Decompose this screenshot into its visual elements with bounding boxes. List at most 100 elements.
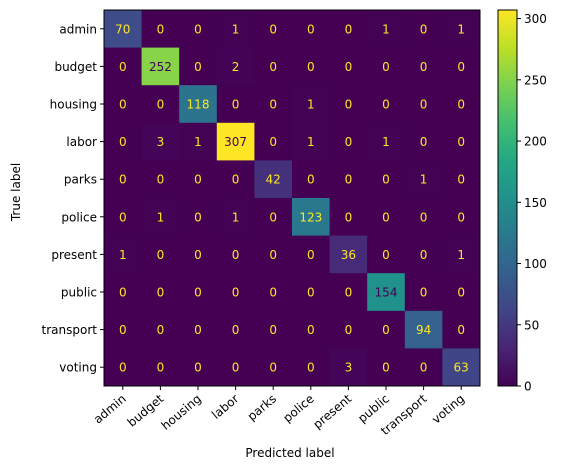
cell-value-label: 0 <box>269 22 277 36</box>
cell-value-label: 0 <box>382 210 390 224</box>
heatmap-cell <box>216 160 255 199</box>
cell-value-label: 0 <box>345 98 353 112</box>
heatmap-cell <box>179 348 218 387</box>
cell-value-label: 0 <box>157 361 165 375</box>
cell-value-label: 0 <box>420 286 428 300</box>
cell-value-label: 0 <box>307 173 315 187</box>
colorbar-axis: 0 50 100 150 200 250 300 <box>517 12 547 394</box>
cell-value-label: 0 <box>194 210 202 224</box>
heatmap-cell <box>292 122 330 161</box>
cell-value-label: 0 <box>345 210 353 224</box>
cell-value-label: 70 <box>115 22 130 36</box>
cell-value-label: 0 <box>119 135 127 149</box>
heatmap-cell <box>216 273 255 312</box>
colorbar-tick-label: 150 <box>524 196 547 210</box>
cell-value-label: 0 <box>345 22 353 36</box>
heatmap-cell <box>254 273 293 312</box>
cell-value-label: 0 <box>194 22 202 36</box>
heatmap-cell <box>216 122 255 161</box>
heatmap-cell <box>104 310 142 349</box>
heatmap-cell <box>141 122 180 161</box>
cell-value-label: 0 <box>194 173 202 187</box>
cell-value-label: 1 <box>457 22 465 36</box>
heatmap-cell <box>404 160 443 199</box>
heatmap-cell <box>216 10 255 48</box>
heatmap-cell <box>104 10 142 48</box>
cell-value-label: 0 <box>457 286 465 300</box>
heatmap-cell <box>141 160 180 199</box>
cell-value-label: 0 <box>269 210 277 224</box>
heatmap-cell <box>329 198 368 236</box>
heatmap-cell <box>254 47 293 86</box>
heatmap-cell <box>404 198 443 236</box>
cell-value-label: 0 <box>194 361 202 375</box>
x-tick-label: admin <box>91 392 129 427</box>
cell-value-label: 1 <box>232 22 240 36</box>
cell-value-label: 1 <box>119 248 127 262</box>
heatmap-cell <box>329 235 368 274</box>
heatmap-cell <box>104 85 142 124</box>
heatmap-cell <box>329 122 368 161</box>
y-tick-label: admin <box>59 22 97 36</box>
cell-value-label: 0 <box>420 22 428 36</box>
heatmap-cell <box>367 47 406 86</box>
cell-value-labels: 70 0 0 1 0 0 0 1 0 10 252 0 2 0 0 0 0 0 00 0 118 0 0 1 0 0 0 00 3 1 30… <box>115 22 469 374</box>
cell-value-label: 1 <box>457 248 465 262</box>
heatmap-cell <box>442 310 481 349</box>
cell-value-label: 0 <box>345 135 353 149</box>
cell-value-label: 0 <box>232 323 240 337</box>
heatmap-cell <box>442 198 481 236</box>
cell-value-label: 0 <box>157 286 165 300</box>
heatmap-cell <box>292 160 330 199</box>
cell-value-label: 0 <box>232 173 240 187</box>
heatmap-cell <box>179 85 218 124</box>
heatmap-cell <box>442 348 481 387</box>
heatmap-cell <box>329 160 368 199</box>
cell-value-label: 0 <box>382 361 390 375</box>
cell-value-label: 123 <box>299 210 322 224</box>
heatmap-cell <box>141 273 180 312</box>
heatmap-cell <box>104 348 142 387</box>
cell-value-label: 0 <box>157 173 165 187</box>
heatmap-cell <box>442 122 481 161</box>
heatmap-cell <box>141 235 180 274</box>
cell-value-label: 0 <box>307 286 315 300</box>
heatmap-cell <box>292 10 330 48</box>
cell-value-label: 0 <box>420 98 428 112</box>
x-tick-label: present <box>310 391 354 431</box>
heatmap-cell <box>179 10 218 48</box>
cell-value-label: 252 <box>149 60 172 74</box>
cell-value-label: 307 <box>224 135 247 149</box>
cell-value-label: 0 <box>382 323 390 337</box>
cell-value-label: 36 <box>341 248 356 262</box>
cell-value-label: 42 <box>266 173 281 187</box>
heatmap-cell <box>329 273 368 312</box>
cell-value-label: 0 <box>269 135 277 149</box>
cell-value-label: 0 <box>345 286 353 300</box>
heatmap-cell <box>442 235 481 274</box>
cell-value-label: 0 <box>157 248 165 262</box>
heatmap-cell <box>141 310 180 349</box>
x-tick-label: housing <box>159 392 204 433</box>
heatmap-cell <box>141 47 180 86</box>
cell-value-label: 0 <box>382 98 390 112</box>
cell-value-label: 0 <box>307 323 315 337</box>
y-axis: admin budget housing labor parks police presen… <box>42 22 104 375</box>
cell-value-label: 0 <box>457 135 465 149</box>
cell-value-label: 0 <box>457 98 465 112</box>
heatmap-cell <box>104 122 142 161</box>
heatmap-cell <box>367 85 406 124</box>
y-tick-label: budget <box>54 60 97 74</box>
heatmap-cell <box>367 160 406 199</box>
cell-value-label: 0 <box>194 323 202 337</box>
cell-value-label: 1 <box>307 135 315 149</box>
cell-value-label: 0 <box>119 361 127 375</box>
heatmap-cell <box>292 348 330 387</box>
heatmap-cell <box>404 273 443 312</box>
heatmap-cell <box>254 235 293 274</box>
heatmap-cell <box>329 10 368 48</box>
y-tick-label: transport <box>42 323 98 337</box>
cell-value-label: 0 <box>269 323 277 337</box>
heatmap-cell <box>404 122 443 161</box>
